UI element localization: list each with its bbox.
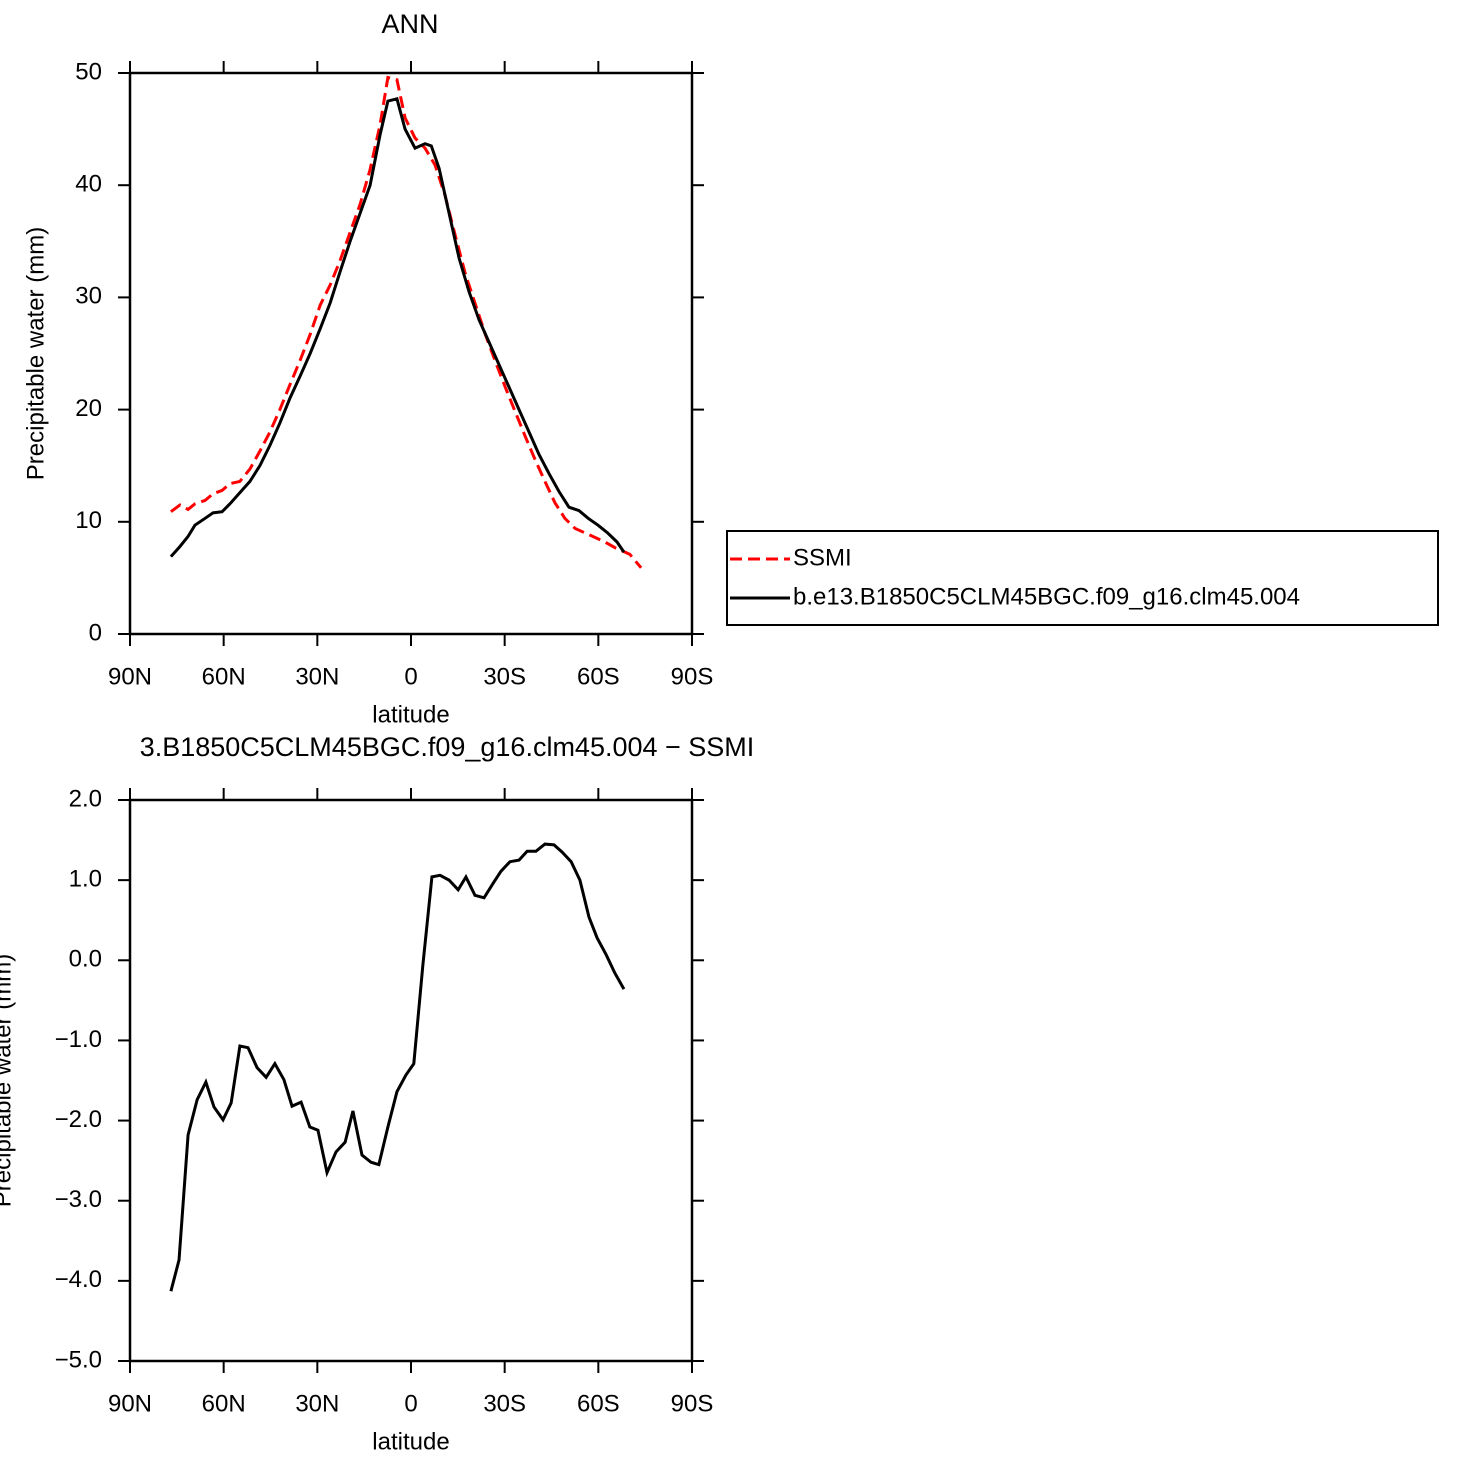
- x-tick-label: 30N: [295, 663, 339, 690]
- x-tick-label: 90N: [108, 663, 152, 690]
- y-tick-label: 2.0: [69, 785, 102, 812]
- series-line: [169, 842, 626, 1292]
- series-line: [170, 75, 643, 569]
- y-tick-label: −2.0: [55, 1106, 102, 1133]
- y-tick-label: −4.0: [55, 1266, 102, 1293]
- plot-frame: [128, 798, 694, 1363]
- x-tick-label: 30S: [483, 1390, 526, 1417]
- x-tick-label: 90N: [108, 1390, 152, 1417]
- series-line: [169, 96, 626, 558]
- x-tick-label: 0: [404, 663, 417, 690]
- x-tick-label: 30N: [295, 1390, 339, 1417]
- y-axis-label: Precipitable water (mm): [22, 227, 49, 480]
- chart-title: 3.B1850C5CLM45BGC.f09_g16.clm45.004 − SS…: [140, 732, 755, 762]
- x-tick-label: 60S: [577, 1390, 620, 1417]
- chart-title: ANN: [381, 9, 438, 39]
- y-tick-label: 0: [89, 619, 102, 646]
- x-axis-label: latitude: [372, 701, 449, 728]
- y-tick-label: 40: [75, 171, 102, 198]
- y-tick-label: −3.0: [55, 1186, 102, 1213]
- y-tick-label: −1.0: [55, 1026, 102, 1053]
- x-axis-label: latitude: [372, 1428, 449, 1455]
- y-tick-label: 50: [75, 58, 102, 85]
- y-axis-label: Precipitable water (mm): [0, 954, 16, 1207]
- y-tick-label: −5.0: [55, 1346, 102, 1373]
- y-tick-label: 10: [75, 507, 102, 534]
- plot-frame: [128, 71, 694, 636]
- y-tick-label: 30: [75, 283, 102, 310]
- y-tick-label: 0.0: [69, 946, 102, 973]
- y-tick-label: 1.0: [69, 865, 102, 892]
- x-tick-label: 60N: [202, 1390, 246, 1417]
- x-tick-label: 0: [404, 1390, 417, 1417]
- x-tick-label: 60N: [202, 663, 246, 690]
- x-tick-label: 90S: [671, 663, 714, 690]
- x-tick-label: 90S: [671, 1390, 714, 1417]
- x-tick-label: 60S: [577, 663, 620, 690]
- y-tick-label: 20: [75, 395, 102, 422]
- x-tick-label: 30S: [483, 663, 526, 690]
- legend-label: SSMI: [793, 544, 852, 571]
- legend-box: [726, 530, 1439, 626]
- legend-label: b.e13.B1850C5CLM45BGC.f09_g16.clm45.004: [793, 583, 1300, 610]
